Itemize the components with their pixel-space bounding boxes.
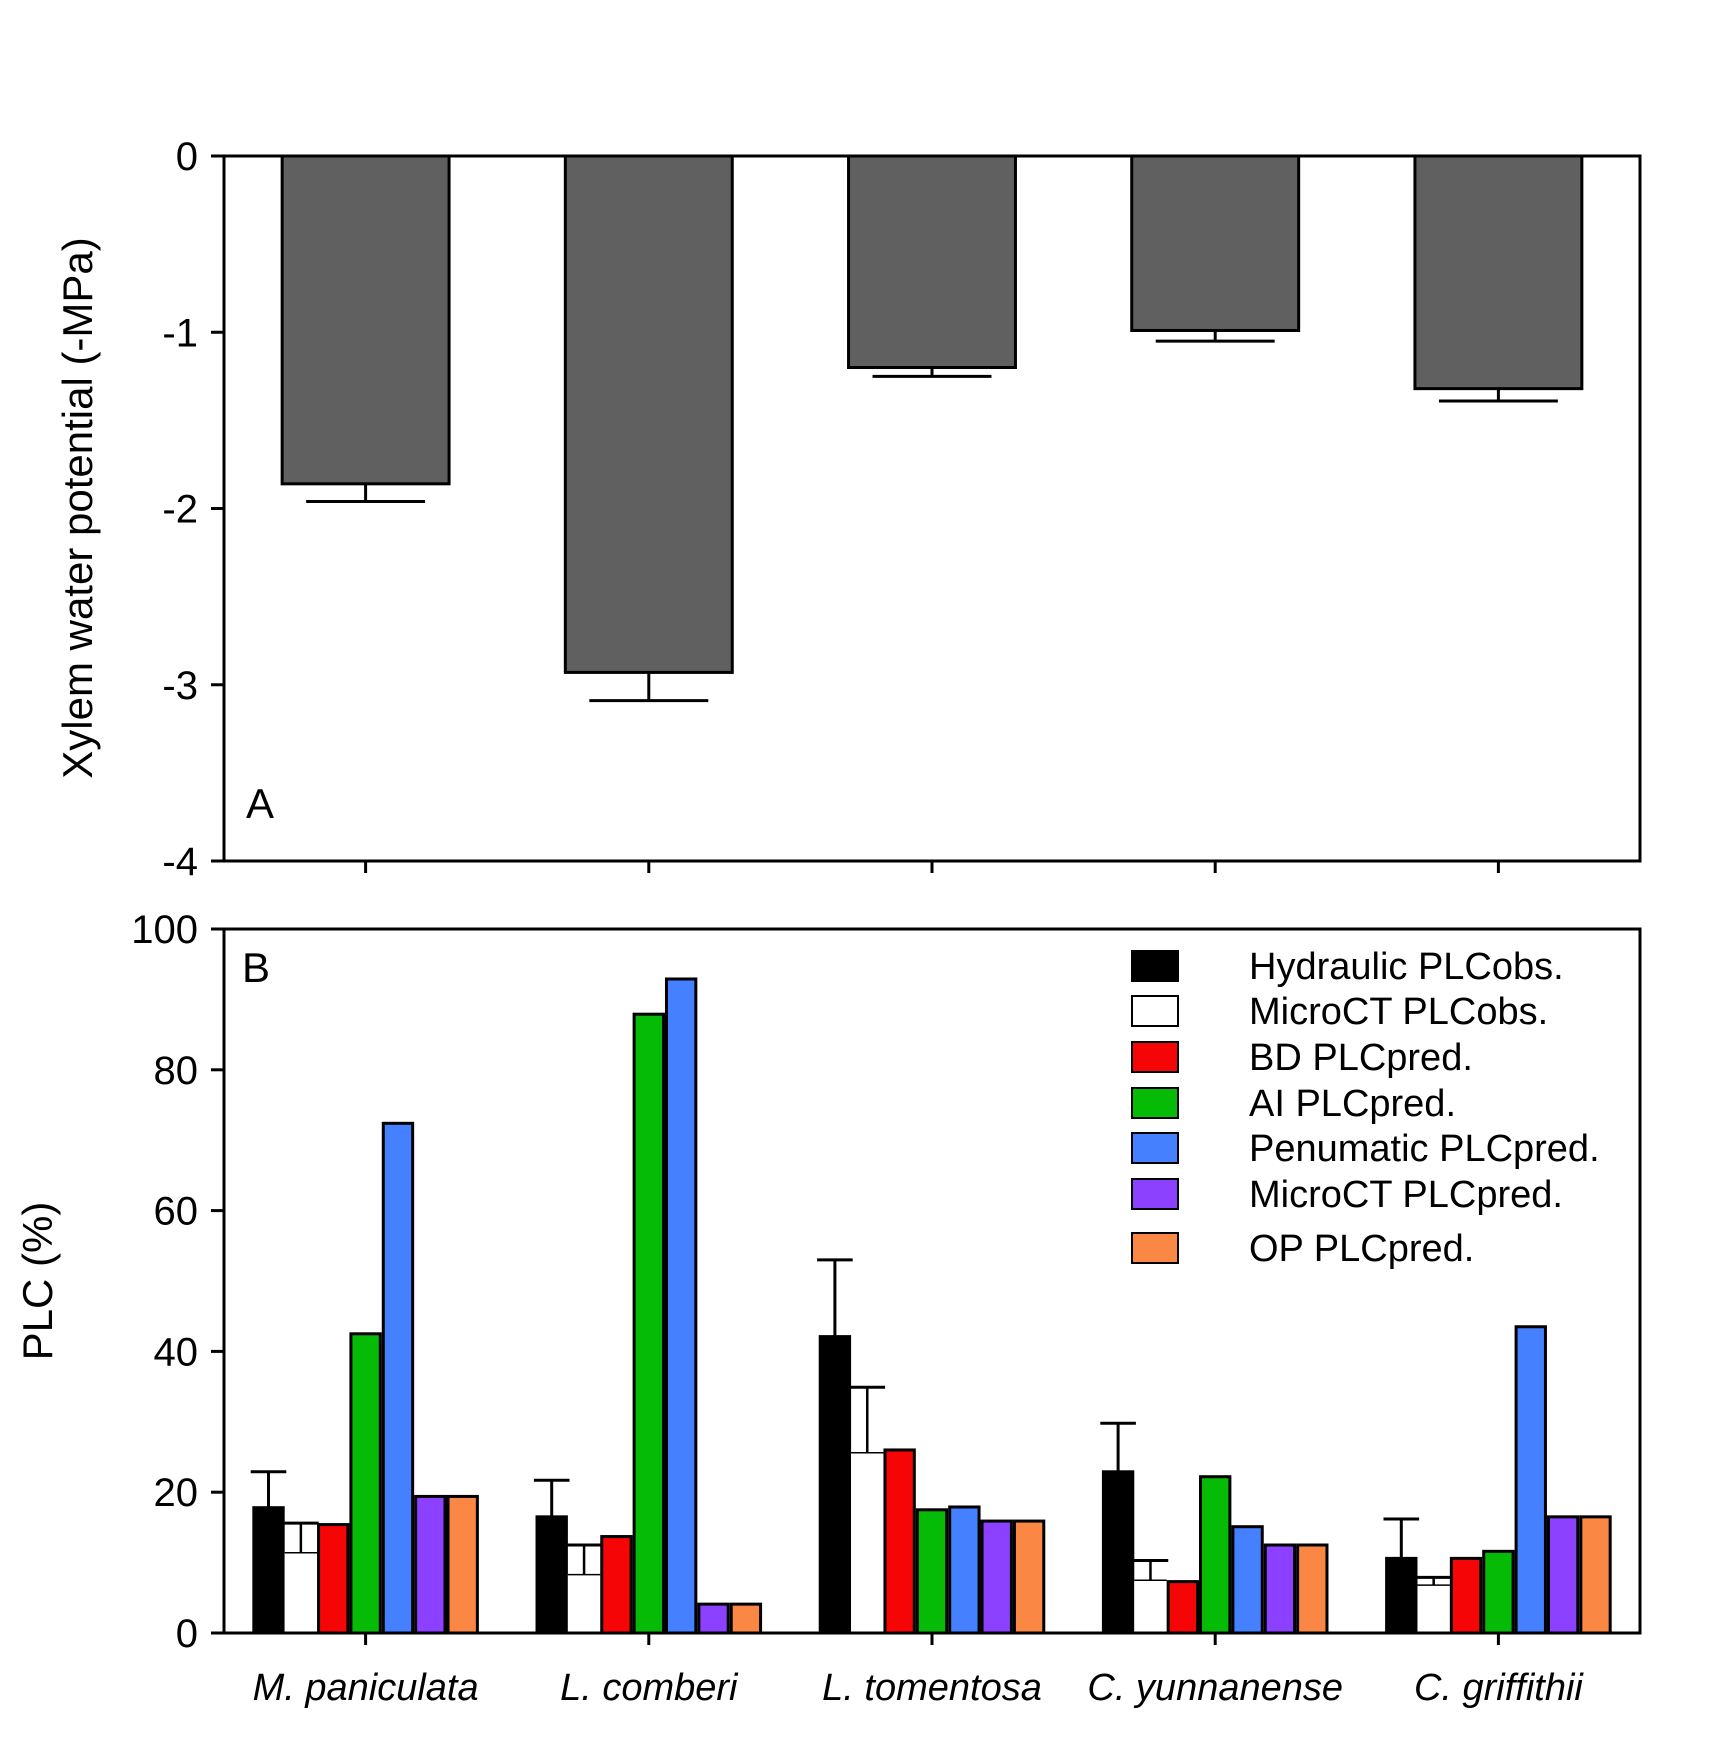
bar [1579,1515,1612,1635]
bar [1134,1580,1167,1633]
bar [446,1494,479,1635]
x-tick-label: C. yunnanense [1087,1667,1343,1709]
bar [1546,1515,1580,1635]
bar [883,1448,916,1635]
bar [567,1574,601,1633]
x-tick-label: M. paniculata [253,1667,479,1709]
bar [317,1523,350,1635]
y-tick-label: 100 [131,908,198,952]
x-tick-label: C. griffithii [1414,1667,1584,1709]
legend-swatch [1131,950,1179,982]
legend-swatch [1131,1132,1179,1164]
x-tick-label: L. comberi [560,1667,739,1709]
legend-label: MicroCT PLCpred. [1249,1174,1563,1216]
y-tick-label: 40 [154,1330,199,1374]
bar [563,154,734,674]
bar [818,1335,852,1635]
panel-a-ylabel: Xylem water potential (-MPa) [54,237,101,779]
panel-b-ylabel: PLC (%) [14,1202,61,1361]
legend: Hydraulic PLCobs.MicroCT PLCobs.BD PLCpr… [1131,946,1600,1270]
bar [697,1602,730,1635]
y-tick-label: 80 [154,1049,199,1093]
bar [915,1508,949,1635]
bar [252,1506,285,1635]
panel-a: 0 -1 -2 -3 -4 [162,135,1642,884]
legend-label: OP PLCpred. [1249,1228,1474,1270]
legend-swatch [1131,995,1179,1027]
y-tick-label: 0 [176,1612,198,1656]
legend-label: Hydraulic PLCobs. [1249,946,1564,988]
bar [1199,1475,1232,1635]
bar [1101,1470,1135,1635]
legend-label: AI PLCpred. [1249,1083,1456,1125]
y-tick-label: 20 [154,1471,199,1515]
bar [1482,1549,1515,1635]
panel-b: 0 20 40 60 80 100 M. paniculata L. comberi L. to… [131,908,1642,1709]
legend-label: MicroCT PLCobs. [1249,991,1548,1033]
bar [632,1012,665,1635]
bar [284,1552,318,1633]
bar [1514,1325,1547,1635]
bar [980,1519,1013,1635]
bar [948,1505,981,1635]
legend-swatch [1131,1087,1179,1119]
bar [1012,1519,1046,1635]
y-tick-label: 60 [154,1190,199,1234]
bar [1417,1585,1450,1633]
bar [664,977,698,1635]
y-tick-label: -2 [162,488,198,532]
legend-label: Penumatic PLCpred. [1249,1128,1600,1170]
panel-b-label: B [242,944,270,991]
legend-swatch [1131,1232,1179,1264]
bar [1130,154,1301,332]
bar [1263,1543,1297,1635]
bar [1296,1543,1329,1635]
bar [349,1332,382,1635]
y-tick-label: -4 [162,840,198,884]
bar [729,1602,763,1635]
panel-a-label: A [246,780,274,827]
bar [600,1535,633,1635]
bar [414,1494,447,1635]
legend-label: BD PLCpred. [1249,1037,1473,1079]
bar [1231,1525,1264,1635]
bar [535,1515,568,1635]
bar [851,1452,884,1633]
bar [847,154,1017,369]
bar [1449,1556,1483,1635]
bar [1385,1556,1418,1635]
legend-swatch [1131,1178,1179,1210]
bar [381,1121,415,1635]
x-tick-label: L. tomentosa [822,1667,1042,1709]
bar [1166,1580,1200,1635]
bar [280,154,451,486]
legend-swatch [1131,1041,1179,1073]
y-tick-label: 0 [176,135,198,179]
bar [1413,154,1584,391]
y-tick-label: -3 [162,664,198,708]
y-tick-label: -1 [162,311,198,355]
